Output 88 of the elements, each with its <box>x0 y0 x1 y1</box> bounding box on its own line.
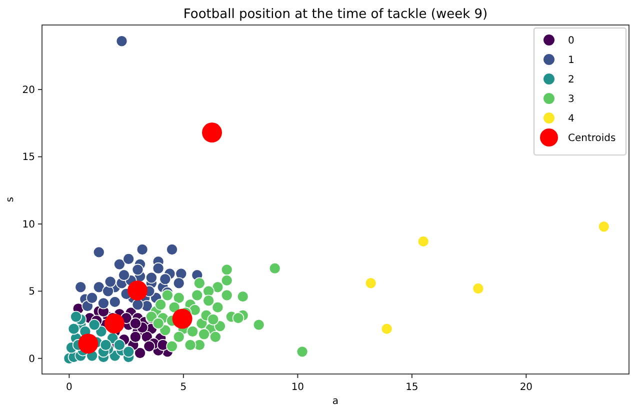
y-tick-label: 20 <box>22 85 35 96</box>
point <box>130 330 142 343</box>
legend-label: 1 <box>568 55 574 66</box>
point <box>143 340 156 352</box>
point <box>172 308 192 329</box>
point <box>88 318 100 331</box>
point <box>198 328 210 340</box>
point <box>98 297 110 310</box>
point <box>92 281 105 294</box>
point <box>100 339 112 351</box>
x-tick-label: 0 <box>66 382 72 393</box>
point <box>122 253 134 265</box>
point <box>202 294 214 306</box>
chart-title: Football position at the time of tackle (week 9) <box>183 7 488 22</box>
point <box>364 277 377 290</box>
point <box>220 264 233 276</box>
point <box>417 236 430 248</box>
point <box>86 292 98 304</box>
y-axis-title: s <box>5 196 16 202</box>
point <box>232 312 244 324</box>
point <box>210 330 222 343</box>
x-axis-title: a <box>332 396 339 407</box>
point <box>380 322 393 335</box>
point <box>598 220 610 233</box>
point <box>108 296 121 308</box>
point <box>191 289 204 302</box>
point <box>152 262 164 274</box>
point <box>214 320 226 332</box>
point <box>68 322 80 335</box>
point <box>212 301 224 314</box>
point <box>268 262 281 274</box>
point <box>154 298 166 311</box>
point <box>116 35 128 48</box>
point <box>104 276 116 288</box>
point <box>162 289 174 302</box>
point <box>184 339 196 351</box>
point <box>296 346 308 358</box>
point <box>70 310 82 323</box>
point <box>168 301 180 314</box>
point <box>172 277 185 290</box>
point <box>212 281 224 294</box>
point <box>114 258 126 270</box>
point <box>114 339 126 351</box>
point <box>152 318 164 330</box>
x-tick-label: 15 <box>406 382 418 393</box>
point <box>95 326 108 338</box>
y-tick-label: 10 <box>22 219 35 230</box>
point <box>207 314 220 326</box>
x-tick-label: 20 <box>520 382 533 393</box>
point <box>159 324 172 336</box>
point <box>172 292 185 304</box>
point <box>220 274 233 286</box>
legend-label: 4 <box>568 114 574 124</box>
point <box>130 318 142 330</box>
point <box>118 269 130 281</box>
point <box>220 289 233 302</box>
point <box>102 285 114 298</box>
x-tick-label: 5 <box>180 382 187 393</box>
y-tick-label: 15 <box>22 152 35 164</box>
point <box>172 330 185 343</box>
point <box>74 281 87 294</box>
point <box>194 277 206 290</box>
point <box>122 346 134 358</box>
legend-label: 0 <box>568 36 574 46</box>
point <box>132 298 144 311</box>
y-tick-label: 0 <box>28 354 35 365</box>
legend-label: 2 <box>568 74 574 86</box>
point <box>146 272 158 284</box>
point <box>134 347 146 359</box>
x-tick-label: 10 <box>291 382 304 393</box>
point <box>166 340 178 352</box>
point <box>188 304 201 316</box>
point <box>128 280 148 301</box>
point <box>236 290 249 302</box>
point <box>186 326 198 338</box>
point <box>175 268 188 280</box>
point <box>136 244 148 256</box>
legend-label: 3 <box>568 94 574 105</box>
point <box>252 318 265 331</box>
point <box>472 282 484 294</box>
point <box>159 273 172 285</box>
y-tick-label: 5 <box>28 286 35 298</box>
point <box>166 244 178 256</box>
point <box>78 334 98 354</box>
point <box>92 246 105 258</box>
point <box>132 264 144 276</box>
point <box>202 122 222 143</box>
legend-label: Centroids <box>568 133 616 144</box>
